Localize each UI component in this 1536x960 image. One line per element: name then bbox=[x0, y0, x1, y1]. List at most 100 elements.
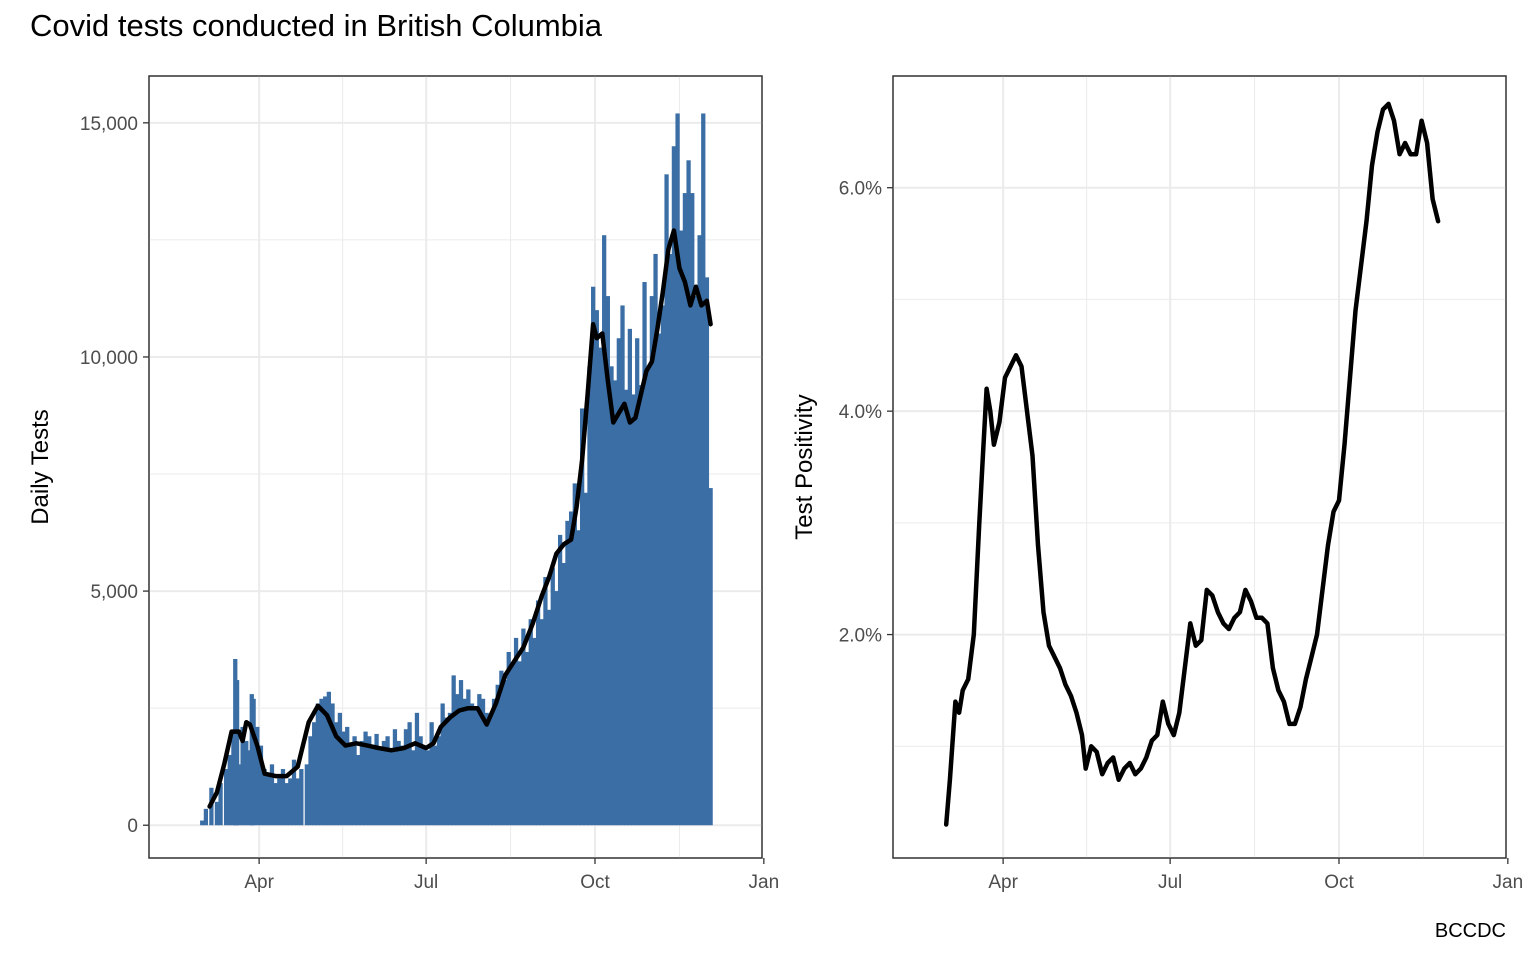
daily-tests-bar bbox=[323, 696, 328, 826]
daily-tests-bar bbox=[403, 729, 409, 826]
daily-tests-bar bbox=[341, 731, 346, 826]
daily-tests-bar bbox=[436, 736, 442, 826]
daily-tests-bar bbox=[506, 651, 511, 826]
daily-tests-bar bbox=[422, 745, 427, 826]
y-tick-label: 0 bbox=[127, 816, 138, 837]
daily-tests-bar bbox=[473, 708, 478, 826]
daily-tests-bar bbox=[284, 783, 289, 826]
daily-tests-bar bbox=[269, 764, 275, 826]
daily-tests-bar bbox=[462, 698, 467, 826]
daily-tests-bar bbox=[598, 347, 603, 826]
y-axis-title: Test Positivity bbox=[791, 394, 818, 539]
panel-border bbox=[892, 75, 1507, 859]
daily-tests-bar bbox=[539, 619, 544, 826]
daily-tests-bar bbox=[679, 230, 684, 826]
daily-tests-bar bbox=[411, 750, 416, 826]
y-tick-label: 5,000 bbox=[90, 582, 138, 603]
daily-tests-bar bbox=[502, 680, 508, 826]
x-tick-label: Jul bbox=[1158, 872, 1182, 893]
daily-tests-bar bbox=[266, 773, 271, 826]
daily-tests-bar bbox=[517, 661, 522, 826]
daily-tests-bar bbox=[251, 698, 256, 826]
daily-tests-bar bbox=[609, 366, 614, 826]
daily-tests-bar bbox=[455, 694, 460, 826]
daily-tests-bar bbox=[495, 684, 500, 826]
daily-tests-bar bbox=[312, 722, 317, 826]
daily-tests-bar bbox=[480, 698, 486, 826]
daily-tests-bar bbox=[561, 562, 566, 826]
daily-tests-bar bbox=[240, 726, 245, 826]
chart-title: Covid tests conducted in British Columbi… bbox=[30, 8, 603, 43]
daily-tests-bar bbox=[686, 160, 691, 826]
daily-tests-bar bbox=[203, 808, 209, 826]
y-tick-label: 2.0% bbox=[839, 626, 882, 647]
daily-tests-bar bbox=[671, 146, 677, 826]
daily-tests-bar bbox=[280, 769, 286, 826]
daily-tests-bar bbox=[591, 286, 596, 826]
daily-tests-bar bbox=[532, 637, 537, 826]
daily-tests-bar bbox=[675, 113, 680, 826]
daily-tests-bar bbox=[664, 174, 669, 826]
daily-tests-bar bbox=[389, 747, 394, 826]
daily-tests-bar bbox=[550, 567, 555, 826]
daily-tests-bar bbox=[330, 703, 335, 826]
daily-tests-bar bbox=[315, 703, 320, 826]
y-tick-label: 10,000 bbox=[80, 348, 138, 369]
daily-tests-bar bbox=[425, 750, 431, 826]
daily-tests-bar bbox=[291, 759, 297, 826]
daily-tests-bar bbox=[484, 712, 489, 826]
daily-tests-bar bbox=[236, 764, 242, 826]
y-tick-label: 4.0% bbox=[839, 402, 882, 423]
daily-tests-bar bbox=[642, 282, 647, 826]
daily-tests-bar bbox=[568, 511, 574, 826]
y-axis-title: Daily Tests bbox=[27, 409, 54, 525]
daily-tests-bar bbox=[244, 740, 249, 826]
daily-tests-bar bbox=[613, 380, 618, 826]
daily-tests-bar bbox=[295, 778, 300, 826]
daily-tests-bar bbox=[407, 722, 412, 826]
daily-tests-bar bbox=[602, 235, 607, 826]
daily-tests-bar bbox=[627, 328, 632, 826]
daily-tests-bar bbox=[352, 736, 357, 826]
daily-tests-bar bbox=[576, 530, 581, 826]
daily-tests-bar bbox=[223, 769, 229, 826]
panel-border bbox=[148, 75, 763, 859]
daily-tests-bar bbox=[631, 394, 636, 826]
daily-tests-bar bbox=[524, 651, 530, 826]
x-tick-label: Jul bbox=[414, 872, 438, 893]
daily-tests-bar bbox=[646, 366, 651, 826]
daily-tests-bar bbox=[521, 628, 526, 826]
daily-tests-bar bbox=[414, 712, 420, 826]
daily-tests-bar bbox=[660, 305, 666, 826]
daily-tests-bar bbox=[499, 670, 504, 826]
daily-tests-bar bbox=[396, 740, 401, 826]
daily-tests-bar bbox=[620, 305, 625, 826]
daily-tests-bar bbox=[359, 740, 365, 826]
daily-tests-bar bbox=[682, 193, 688, 826]
daily-tests-bar bbox=[638, 385, 644, 826]
daily-tests-bar bbox=[385, 736, 390, 826]
daily-tests-bar bbox=[214, 801, 220, 826]
daily-tests-bar bbox=[433, 745, 438, 826]
daily-tests-bar bbox=[635, 338, 640, 826]
daily-tests-bar bbox=[381, 740, 387, 826]
daily-tests-bar bbox=[572, 483, 577, 826]
daily-tests-bar bbox=[334, 722, 339, 826]
source-caption: BCCDC bbox=[1434, 920, 1506, 942]
daily-tests-bar bbox=[477, 694, 482, 826]
daily-tests-bar bbox=[356, 754, 361, 826]
daily-tests-bar bbox=[513, 637, 519, 826]
daily-tests-bar bbox=[319, 698, 324, 826]
x-tick-label: Jan bbox=[749, 872, 780, 893]
daily-tests-bar bbox=[258, 745, 264, 826]
daily-tests-bar bbox=[491, 698, 497, 826]
daily-tests-bar bbox=[444, 717, 449, 826]
daily-tests-bar bbox=[565, 520, 570, 826]
daily-tests-bar bbox=[697, 235, 702, 826]
daily-tests-bar bbox=[528, 619, 533, 826]
daily-tests-bar bbox=[649, 296, 655, 826]
x-tick-label: Oct bbox=[580, 872, 610, 893]
daily-tests-bar bbox=[624, 389, 629, 826]
daily-tests-bar bbox=[262, 769, 267, 826]
